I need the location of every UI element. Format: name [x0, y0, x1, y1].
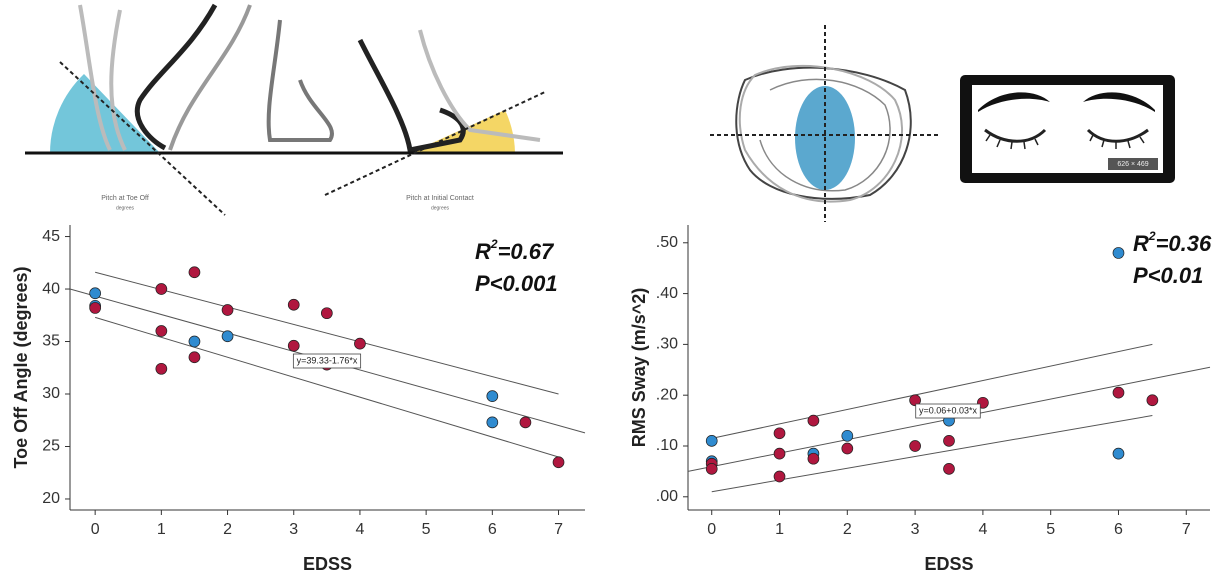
y-tick-label: .00 [656, 488, 678, 505]
stat-text: =0.36 [1156, 231, 1212, 256]
data-point [156, 326, 167, 337]
data-point [774, 471, 785, 482]
figure: Pitch at Toe Off degrees Pitch at Initia… [0, 0, 1224, 575]
data-point [156, 284, 167, 295]
data-point [288, 299, 299, 310]
equation: y=39.33-1.76*x [297, 355, 358, 365]
y-tick-label: 35 [42, 333, 60, 350]
y-axis-title: RMS Sway (m/s^2) [629, 288, 649, 448]
x-tick-label: 5 [1046, 521, 1055, 538]
image-size: 626 × 469 [1117, 161, 1148, 168]
gait-illustration: Pitch at Toe Off degrees Pitch at Initia… [25, 5, 563, 215]
caption: Pitch at Toe Off [101, 195, 149, 202]
y-tick-label: .50 [656, 234, 678, 251]
r-squared: R2=0.36 [1133, 229, 1212, 256]
y-axis-title: Toe Off Angle (degrees) [11, 266, 31, 468]
data-point [842, 443, 853, 454]
y-tick-label: .20 [656, 386, 678, 403]
data-point [222, 331, 233, 342]
data-point [90, 288, 101, 299]
data-point [189, 267, 200, 278]
x-tick-label: 2 [843, 521, 852, 538]
data-point [288, 340, 299, 351]
fit-line [712, 344, 1153, 438]
y-tick-label: 30 [42, 385, 60, 402]
data-point [354, 338, 365, 349]
y-tick-label: 45 [42, 228, 60, 245]
stat-text: R [1133, 231, 1149, 256]
data-point [1113, 247, 1124, 258]
x-tick-label: 1 [775, 521, 784, 538]
data-point [156, 363, 167, 374]
x-tick-label: 7 [1182, 521, 1191, 538]
x-tick-label: 3 [911, 521, 920, 538]
r-squared: R2=0.67 [475, 237, 555, 264]
y-tick-label: 25 [42, 438, 60, 455]
caption-unit: degrees [431, 205, 450, 211]
data-point [842, 430, 853, 441]
x-tick-label: 4 [978, 521, 987, 538]
data-point [222, 305, 233, 316]
x-tick-label: 3 [289, 521, 298, 538]
fit-line [95, 317, 558, 457]
data-point [706, 435, 717, 446]
sway-illustration [710, 25, 940, 222]
data-point [553, 457, 564, 468]
eyes-closed-image: 626 × 469 [960, 75, 1175, 183]
data-point [189, 336, 200, 347]
y-tick-label: .10 [656, 437, 678, 454]
stat-text: R [475, 239, 491, 264]
p-value: P<0.001 [475, 271, 558, 296]
y-tick-label: .40 [656, 285, 678, 302]
data-point [774, 448, 785, 459]
data-point [774, 428, 785, 439]
x-tick-label: 4 [355, 521, 364, 538]
data-point [1113, 387, 1124, 398]
x-tick-label: 0 [707, 521, 716, 538]
y-tick-label: 20 [42, 490, 60, 507]
x-tick-label: 2 [223, 521, 232, 538]
data-point [944, 463, 955, 474]
data-point [520, 417, 531, 428]
y-tick-label: 40 [42, 280, 60, 297]
data-point [910, 440, 921, 451]
x-axis-title: EDSS [303, 554, 352, 574]
data-point [1147, 395, 1158, 406]
x-tick-label: 6 [1114, 521, 1123, 538]
p-value: P<0.01 [1133, 263, 1203, 288]
data-point [487, 417, 498, 428]
data-point [189, 352, 200, 363]
data-point [944, 435, 955, 446]
x-tick-label: 6 [488, 521, 497, 538]
x-tick-label: 1 [157, 521, 166, 538]
stat-text: =0.67 [498, 239, 555, 264]
data-point [487, 391, 498, 402]
data-point [1113, 448, 1124, 459]
data-point [90, 302, 101, 313]
x-axis-title: EDSS [924, 554, 973, 574]
x-tick-label: 7 [554, 521, 563, 538]
data-point [706, 463, 717, 474]
data-point [808, 453, 819, 464]
y-tick-label: .30 [656, 336, 678, 353]
data-point [808, 415, 819, 426]
caption-unit: degrees [116, 205, 135, 211]
equation: y=0.06+0.03*x [919, 405, 978, 415]
x-tick-label: 0 [91, 521, 100, 538]
caption: Pitch at Initial Contact [406, 195, 474, 202]
data-point [321, 308, 332, 319]
x-tick-label: 5 [422, 521, 431, 538]
